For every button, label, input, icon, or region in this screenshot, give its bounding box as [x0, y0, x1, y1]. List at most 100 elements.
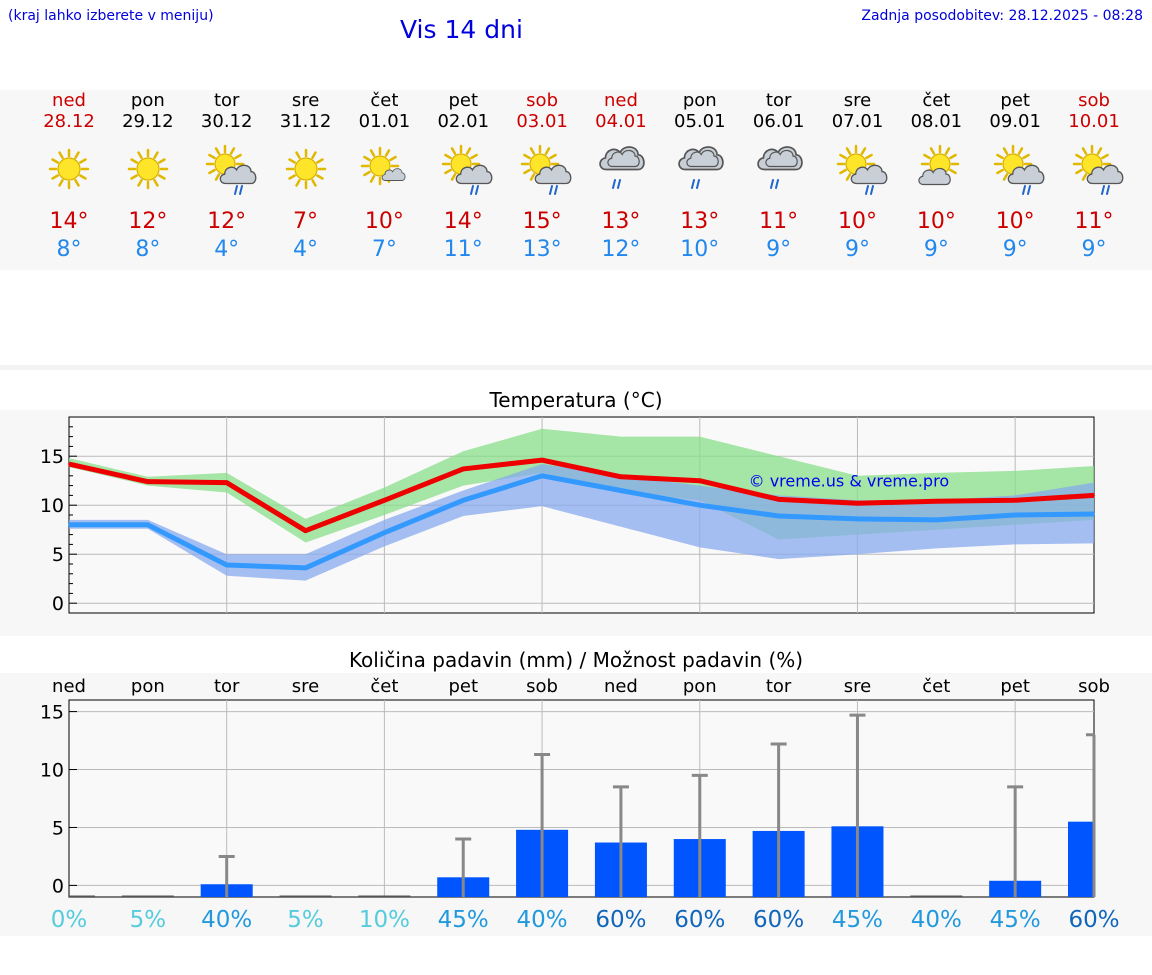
data-point-min: [1014, 514, 1017, 516]
day-date: 03.01: [516, 111, 568, 132]
day-name: tor: [765, 90, 792, 111]
data-point-min: [856, 517, 859, 520]
temp-max: 15°: [522, 209, 562, 234]
day-column: ned 04.01 13° 12°: [581, 90, 661, 264]
precipitation-probability: 45%: [438, 907, 489, 933]
category-label: pet: [448, 676, 478, 697]
data-point-max: [619, 475, 622, 478]
data-point-max: [68, 463, 70, 466]
temp-min: 8°: [56, 237, 82, 262]
precipitation-probability: 40%: [911, 907, 962, 933]
y-tick-label: 10: [40, 495, 64, 517]
day-name: pet: [1000, 90, 1030, 111]
data-point-max: [935, 500, 938, 503]
temp-min: 11°: [443, 237, 483, 262]
category-label: čet: [370, 676, 398, 697]
day-column: pet 02.01 14° 11°: [423, 90, 503, 264]
data-point-max: [383, 499, 386, 502]
day-date: 29.12: [122, 111, 174, 132]
y-tick-label: 5: [52, 544, 64, 566]
day-column: tor 06.01 11° 9°: [739, 90, 819, 264]
day-column: tor 30.12 12° 4°: [187, 90, 267, 264]
temp-min: 13°: [522, 237, 562, 262]
min_range-band: [69, 464, 1094, 581]
day-name: pon: [682, 90, 717, 111]
precipitation-probability: 0%: [51, 907, 88, 933]
sun-cloud-rain-icon: [205, 144, 257, 195]
day-name: pon: [130, 90, 165, 111]
day-column: pon 29.12 12° 8°: [108, 90, 188, 264]
location-menu-hint[interactable]: (kraj lahko izberete v meniju): [8, 8, 214, 24]
day-name: sob: [526, 90, 558, 111]
day-name: ned: [603, 90, 638, 111]
data-point-min: [462, 499, 465, 502]
day-name: sre: [843, 90, 872, 111]
temp-min: 9°: [766, 237, 792, 262]
data-point-max: [225, 481, 228, 484]
precipitation-probability: 5%: [130, 907, 167, 933]
day-column: sob 03.01 15° 13°: [502, 90, 582, 264]
sun-cloud-rain-icon: [520, 144, 572, 195]
cloud-rain-icon: [756, 146, 803, 189]
sun-cloud-rain-icon: [993, 144, 1045, 195]
day-date: 30.12: [200, 111, 253, 132]
data-point-max: [304, 529, 307, 532]
temp-max: 14°: [49, 209, 89, 234]
category-label: sob: [526, 676, 558, 697]
day-name: sob: [1078, 90, 1110, 111]
day-name: čet: [370, 90, 399, 111]
day-date: 07.01: [831, 111, 884, 132]
temp-max: 10°: [838, 209, 877, 234]
data-point-min: [383, 531, 386, 534]
last-update-label: Zadnja posodobitev: 28.12.2025 - 08:28: [861, 8, 1143, 24]
data-point-max: [777, 498, 780, 501]
day-date: 01.01: [358, 111, 411, 132]
category-label: tor: [766, 676, 792, 697]
data-point-min: [304, 566, 307, 569]
day-date: 28.12: [43, 111, 95, 132]
temp-max: 11°: [1074, 209, 1114, 234]
data-point-min: [146, 523, 149, 526]
data-point-min: [541, 474, 544, 477]
temp-min: 7°: [371, 237, 397, 262]
data-point-min: [1093, 513, 1095, 516]
data-point-max: [146, 480, 149, 483]
watermark: © vreme.us & vreme.pro: [749, 472, 950, 491]
day-column: sre 31.12 7° 4°: [266, 90, 346, 264]
category-label: ned: [604, 676, 638, 697]
precipitation-bar: [1068, 821, 1094, 897]
cloud-rain-icon: [678, 146, 724, 189]
data-point-max: [1014, 499, 1017, 502]
day-date: 05.01: [674, 111, 726, 132]
plot-area: [68, 699, 1095, 898]
data-point-max: [462, 467, 465, 470]
day-name: tor: [213, 90, 240, 111]
precipitation-probability: 40%: [517, 907, 568, 933]
temp-max: 12°: [128, 209, 168, 234]
temp-min: 9°: [1002, 237, 1028, 262]
precipitation-probability: 60%: [1068, 907, 1119, 933]
data-point-min: [777, 514, 780, 517]
temp-max: 10°: [364, 209, 404, 234]
day-name: čet: [922, 90, 951, 111]
y-tick-label: 10: [40, 760, 64, 782]
temp-min: 9°: [845, 237, 870, 262]
sun-cloud-icon: [918, 144, 960, 186]
day-date: 08.01: [910, 111, 963, 132]
day-name: pet: [448, 90, 479, 111]
temp-min: 9°: [1081, 237, 1107, 262]
category-label: sre: [292, 676, 319, 697]
data-point-max: [856, 502, 859, 505]
day-column: čet 08.01 10° 9°: [896, 90, 976, 264]
day-date: 10.01: [1068, 111, 1120, 132]
day-column: sre 07.01 10° 9°: [818, 90, 898, 264]
data-point-max: [541, 459, 544, 462]
temp-max: 13°: [601, 209, 641, 234]
category-label: pon: [683, 676, 717, 697]
category-label: sob: [1078, 676, 1110, 697]
day-date: 09.01: [989, 111, 1041, 132]
data-point-min: [698, 504, 701, 507]
data-point-max: [698, 479, 701, 482]
precipitation-bar: [279, 895, 332, 897]
day-date: 04.01: [595, 111, 647, 132]
